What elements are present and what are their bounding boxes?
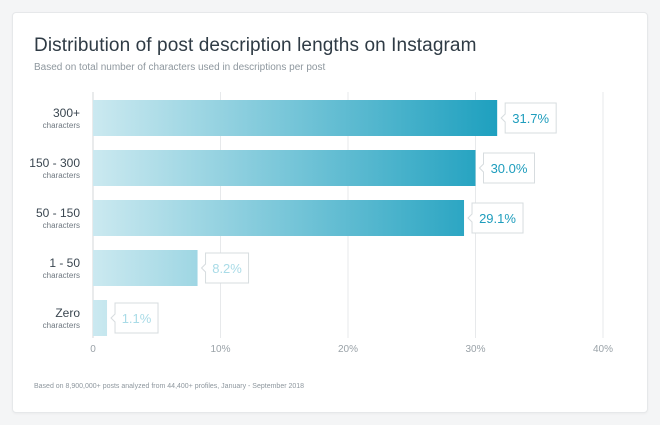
bar	[93, 150, 476, 186]
bar	[93, 250, 198, 286]
category-label: 50 - 150	[36, 206, 80, 220]
chart-footnote: Based on 8,900,000+ posts analyzed from …	[34, 383, 305, 390]
chart-subtitle: Based on total number of characters used…	[34, 62, 326, 73]
category-label: 1 - 50	[49, 256, 80, 270]
category-label: 300+	[53, 106, 80, 120]
chart-title: Distribution of post description lengths…	[34, 35, 477, 56]
x-tick-label: 20%	[338, 344, 358, 355]
value-callout	[500, 102, 557, 134]
value-label: 30.0%	[491, 161, 528, 176]
value-callout	[467, 202, 524, 234]
value-label: 29.1%	[479, 211, 516, 226]
value-callout	[110, 302, 159, 334]
category-sublabel: characters	[43, 221, 80, 230]
category-label: Zero	[55, 306, 80, 320]
x-tick-label: 0	[90, 344, 96, 355]
value-callout	[200, 252, 250, 284]
x-tick-label: 40%	[593, 344, 613, 355]
bar	[93, 200, 465, 236]
x-tick-label: 30%	[465, 344, 485, 355]
value-callout	[478, 152, 535, 184]
category-sublabel: characters	[43, 121, 80, 130]
category-sublabel: characters	[43, 321, 80, 330]
bar	[93, 100, 498, 136]
x-tick-label: 10%	[210, 344, 230, 355]
value-label: 8.2%	[212, 261, 242, 276]
category-label: 150 - 300	[29, 156, 80, 170]
category-sublabel: characters	[43, 171, 80, 180]
category-sublabel: characters	[43, 271, 80, 280]
value-label: 1.1%	[122, 311, 152, 326]
value-label: 31.7%	[512, 111, 549, 126]
bar	[93, 300, 108, 336]
